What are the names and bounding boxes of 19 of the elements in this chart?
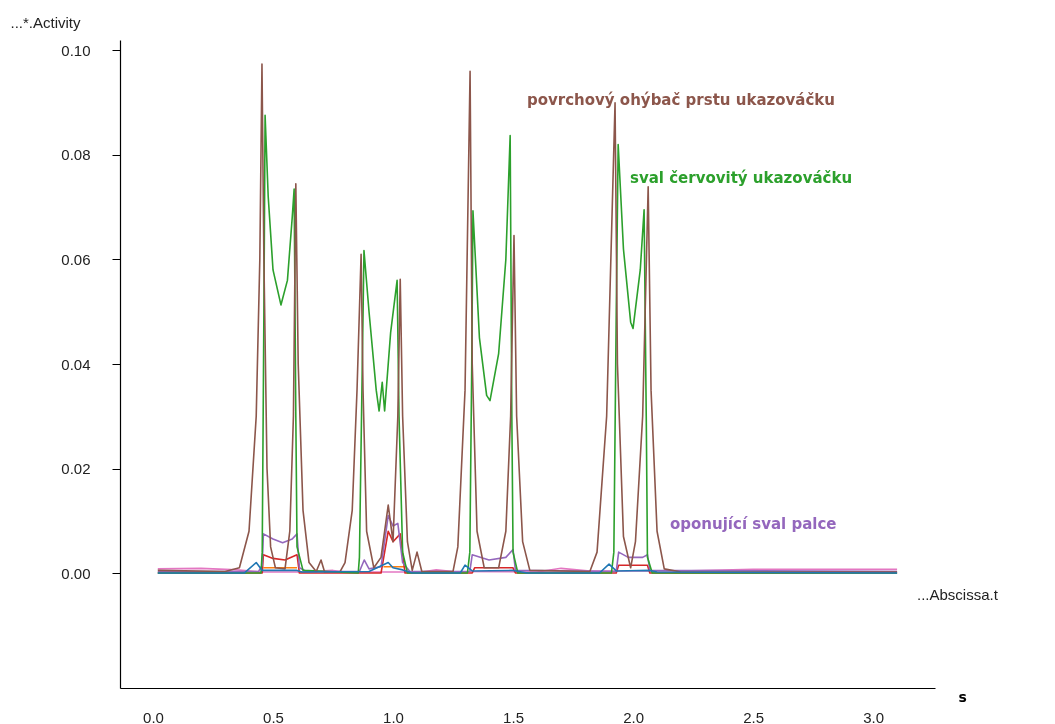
y-tick-label: 0.00 xyxy=(61,564,91,582)
y-axis-title: ...*.Activity xyxy=(10,13,82,31)
x-axis-title: s xyxy=(958,688,967,705)
x-tick-label: 0.0 xyxy=(143,708,164,724)
y-tick-label: 0.08 xyxy=(61,146,91,164)
series-label: sval červovitý ukazováčku xyxy=(630,169,853,187)
text: oponující sval palce xyxy=(670,515,837,533)
x-tick-label: 2.5 xyxy=(743,708,764,724)
y-tick-label: 0.06 xyxy=(61,250,91,268)
y-tick-label: 0.04 xyxy=(61,355,91,373)
x-tick-label: 0.5 xyxy=(263,708,284,724)
x-tick-label: 3.0 xyxy=(863,708,884,724)
x-tick-label: 1.0 xyxy=(383,708,404,724)
x-tick-label: 1.5 xyxy=(503,708,524,724)
annotation: ...Abscissa.t xyxy=(917,586,999,603)
y-tick-label: 0.02 xyxy=(61,460,91,478)
y-tick-label: 0.10 xyxy=(61,41,91,59)
x-tick-label: 2.0 xyxy=(623,708,644,724)
text: povrchový ohýbač prstu ukazováčku xyxy=(527,91,835,109)
